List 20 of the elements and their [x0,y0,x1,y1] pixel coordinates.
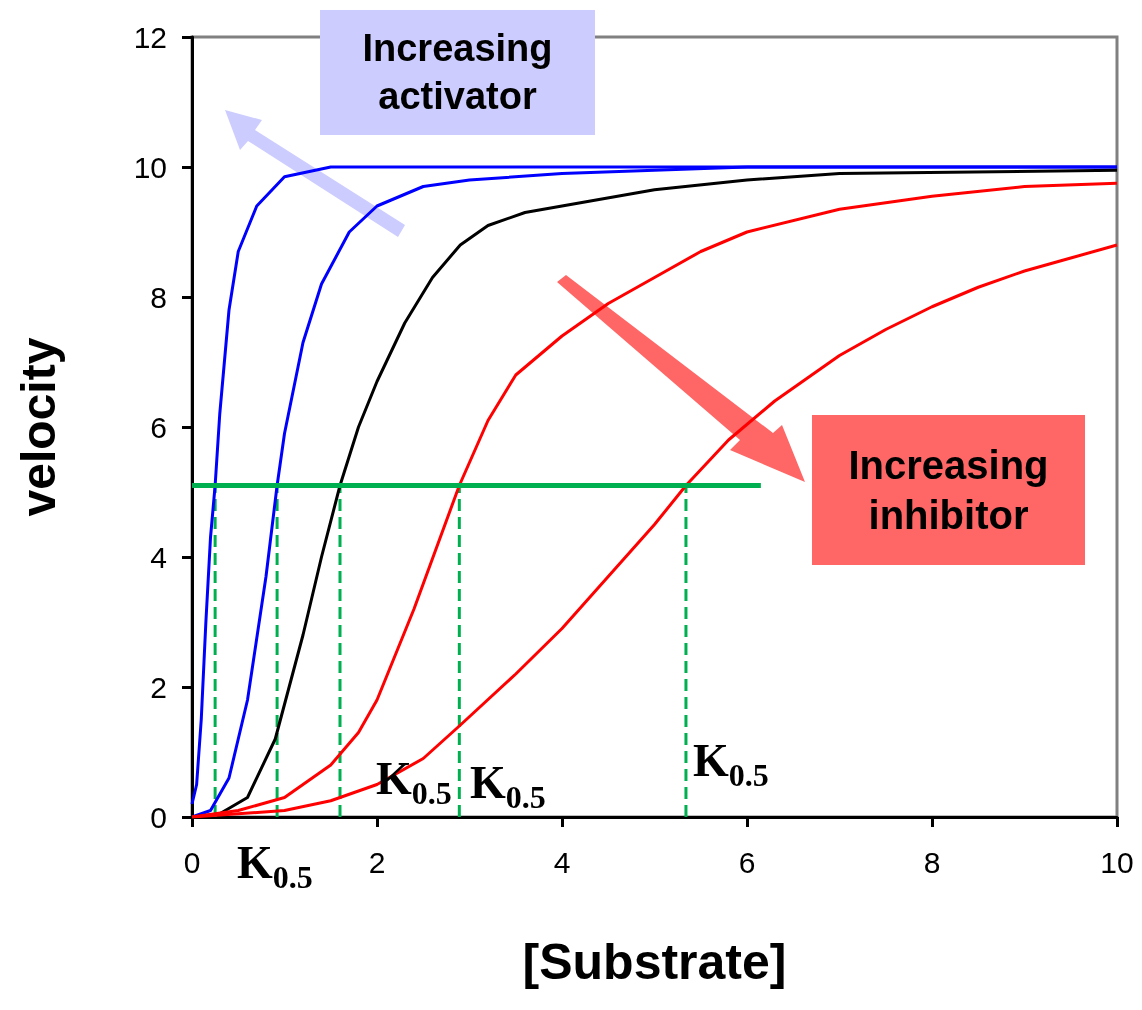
y-tick-label: 8 [150,280,167,314]
x-tick-label: 8 [923,845,941,879]
text: K$_{0.5}$ [237,836,313,897]
y-tick-label: 12 [133,20,167,54]
y-tick-label: 0 [150,800,167,834]
x-tick-label: 4 [553,845,571,879]
annotation: K$_{0.5}$ [693,734,769,795]
x-axis-title: [Substrate] [522,934,787,990]
x-tick-label: 2 [368,845,386,879]
annotation: K$_{0.5}$ [470,756,546,817]
annotation: Increasing inhibitor [812,415,1085,565]
y-tick-label: 2 [150,670,167,704]
y-tick-label: 4 [150,540,167,574]
annotation: Increasing activator [320,10,595,135]
y-tick-label: 10 [133,150,167,184]
x-tick-label: 6 [738,845,756,879]
x-tick-label: 10 [1100,845,1134,879]
y-axis-title: velocity [11,337,65,517]
y-tick-label: 6 [150,410,167,444]
x-tick-label: 0 [183,845,201,879]
